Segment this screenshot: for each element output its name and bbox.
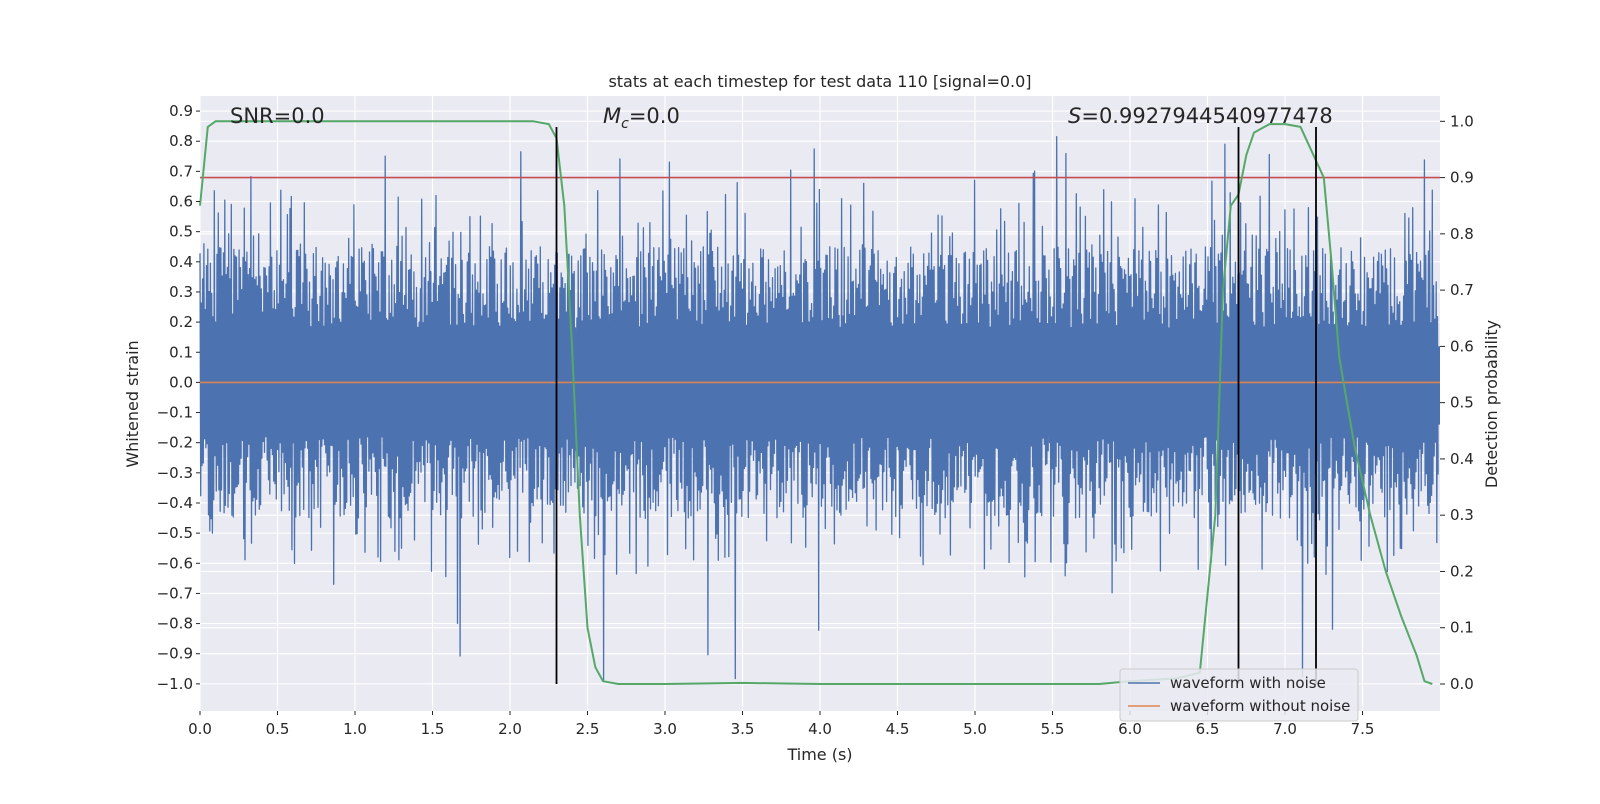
x-tick-label: 4.0 [808, 720, 832, 738]
x-tick-label: 1.5 [421, 720, 445, 738]
y2-axis-title: Detection probability [1482, 320, 1501, 488]
x-tick-label: 5.5 [1041, 720, 1065, 738]
y-tick-label: −0.8 [157, 615, 193, 633]
x-tick-label: 3.5 [731, 720, 755, 738]
y2-tick-label: 0.2 [1450, 562, 1474, 580]
y-tick-label: −0.1 [157, 404, 193, 422]
y2-tick-label: 0.4 [1450, 450, 1474, 468]
y-tick-label: −0.9 [157, 645, 193, 663]
x-tick-label: 1.0 [343, 720, 367, 738]
chart-title: stats at each timestep for test data 110… [608, 72, 1031, 91]
y2-tick-label: 0.6 [1450, 337, 1474, 355]
noise-core [200, 346, 1440, 425]
snr-annotation: SNR=0.0 [230, 104, 325, 128]
y2-tick-label: 0.1 [1450, 619, 1474, 637]
y-tick-label: 0.0 [169, 373, 193, 391]
y-tick-label: 0.1 [169, 343, 193, 361]
legend: waveform with noise waveform without noi… [1119, 668, 1359, 722]
legend-label-clean: waveform without noise [1170, 697, 1350, 715]
y-axis-title: Whitened strain [123, 340, 142, 467]
y2-axis-ticks: 1.0 0.9 0.8 0.7 0.6 0.5 0.4 0.3 0.2 0.1 0.0 [1440, 112, 1474, 693]
y2-tick-label: 0.9 [1450, 169, 1474, 187]
chirp-mass-value: =0.0 [629, 104, 680, 128]
chirp-mass-subscript: c [621, 116, 629, 132]
x-tick-label: 7.5 [1351, 720, 1375, 738]
series-lines [199, 120, 1440, 685]
chirp-mass-annotation: Mc=0.0 [603, 104, 680, 132]
noise-waveform [199, 135, 1440, 682]
score-value: =0.9927944540977478 [1081, 104, 1332, 128]
y-tick-label: −1.0 [157, 675, 193, 693]
score-annotation: S=0.9927944540977478 [1068, 104, 1333, 128]
y2-tick-label: 1.0 [1450, 112, 1474, 130]
x-tick-label: 4.5 [886, 720, 910, 738]
x-axis-title: Time (s) [786, 745, 852, 764]
y-tick-label: 0.3 [169, 283, 193, 301]
x-tick-label: 0.5 [266, 720, 290, 738]
chirp-mass-symbol: M [603, 104, 621, 128]
score-symbol: S [1068, 104, 1081, 128]
x-tick-label: 0.0 [188, 720, 212, 738]
x-tick-label: 6.5 [1196, 720, 1220, 738]
y-tick-label: −0.4 [157, 494, 193, 512]
y2-tick-label: 0.7 [1450, 281, 1474, 299]
detection-probability-line [199, 120, 1433, 685]
y-tick-label: −0.6 [157, 554, 193, 572]
y2-tick-label: 0.8 [1450, 225, 1474, 243]
legend-label-noise: waveform with noise [1170, 674, 1326, 692]
x-tick-label: 6.0 [1118, 720, 1142, 738]
y-tick-label: −0.7 [157, 584, 193, 602]
legend-box [1119, 668, 1359, 722]
y2-tick-label: 0.0 [1450, 675, 1474, 693]
y2-tick-label: 0.5 [1450, 394, 1474, 412]
x-tick-label: 7.0 [1273, 720, 1297, 738]
y2-tick-label: 0.3 [1450, 506, 1474, 524]
x-tick-label: 2.5 [576, 720, 600, 738]
x-tick-label: 2.0 [498, 720, 522, 738]
y-tick-label: −0.5 [157, 524, 193, 542]
y-tick-label: −0.3 [157, 464, 193, 482]
y-tick-label: 0.5 [169, 223, 193, 241]
y-tick-label: −0.2 [157, 434, 193, 452]
x-tick-label: 3.0 [653, 720, 677, 738]
y-tick-label: 0.2 [169, 313, 193, 331]
y-tick-label: 0.7 [169, 162, 193, 180]
y-tick-label: 0.8 [169, 132, 193, 150]
y-axis-ticks: 0.9 0.8 0.7 0.6 0.5 0.4 0.3 0.2 0.1 0.0 −0.1 −0.2 −0… [157, 102, 200, 693]
x-tick-label: 5.0 [963, 720, 987, 738]
y-tick-label: 0.4 [169, 253, 193, 271]
y-tick-label: 0.6 [169, 193, 193, 211]
y-tick-label: 0.9 [169, 102, 193, 120]
x-axis-ticks: 0.0 0.5 1.0 1.5 2.0 2.5 3.0 3.5 4.0 4.5 5.0 5.5 6.0 6… [188, 711, 1374, 738]
